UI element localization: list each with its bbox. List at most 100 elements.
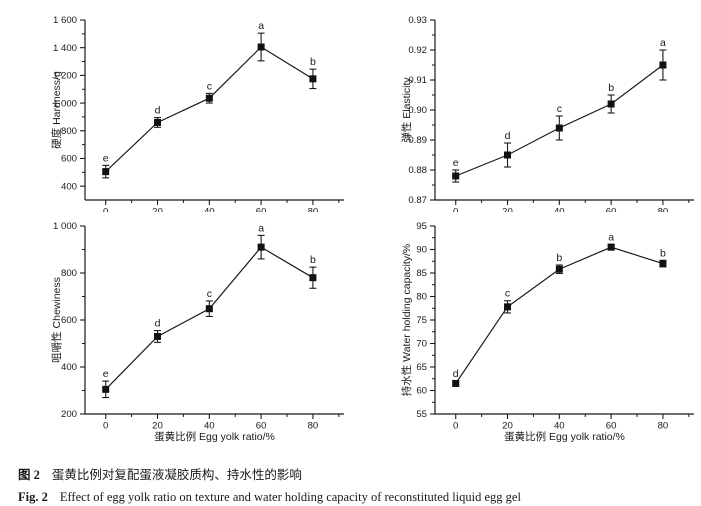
x-tick-label: 40	[554, 207, 565, 213]
data-points	[452, 243, 667, 387]
y-axis-ticks: 400 600 800 1 000 1 200 1 400 1 600	[53, 15, 85, 192]
y-tick-label: 1 000	[53, 221, 77, 232]
sig-letter: b	[608, 82, 614, 94]
y-tick-label: 200	[61, 409, 77, 420]
sig-letter: b	[556, 252, 562, 264]
sig-letter: d	[453, 368, 459, 380]
sig-letter: a	[608, 231, 614, 243]
y-axis-title: 弹性 Elasticity	[400, 77, 413, 143]
y-axis-title: 硬度 Hardness/g	[50, 71, 63, 149]
y-tick-label: 75	[416, 315, 427, 326]
x-tick-label: 20	[502, 421, 513, 432]
y-tick-label: 1 600	[53, 15, 77, 26]
charts-grid: 400 600 800 1 000 1 200 1 400 1 600 0 20 40 60 80 硬度…	[50, 15, 694, 443]
error-bars	[102, 32, 317, 179]
y-tick-label: 1 200	[53, 71, 77, 82]
x-axis-ticks: 0 20 40 60 80	[453, 414, 690, 432]
y-tick-label: 1 400	[53, 43, 77, 54]
x-tick-label: 40	[554, 421, 565, 432]
x-axis-title: 蛋黄比例 Egg yolk ratio/%	[504, 430, 625, 443]
y-tick-label: 90	[416, 245, 427, 256]
caption-zh-label: 图 2	[18, 468, 40, 482]
y-axis-ticks: 200 400 600 800 1 000	[53, 221, 85, 420]
y-tick-label: 800	[61, 268, 77, 279]
data-point	[452, 172, 460, 180]
x-tick-label: 60	[606, 421, 617, 432]
y-tick-label: 800	[61, 126, 77, 137]
y-tick-label: 600	[61, 154, 77, 165]
error-bars	[452, 243, 667, 387]
data-point	[257, 243, 265, 251]
subplot-elasticity: 0.87 0.88 0.89 0.90 0.91 0.92 0.93 0 20 40 60 80 弹性 …	[400, 15, 694, 213]
x-tick-label: 0	[103, 421, 108, 432]
data-point	[309, 274, 317, 282]
x-tick-label: 20	[152, 421, 163, 432]
significance-letters: d c b a b	[453, 231, 666, 380]
y-tick-label: 60	[416, 386, 427, 397]
x-tick-label: 80	[308, 421, 319, 432]
caption-zh: 图 2 蛋黄比例对复配蛋液凝胶质构、持水性的影响	[18, 464, 701, 486]
sig-letter: c	[207, 80, 212, 92]
data-point	[555, 124, 563, 132]
data-point	[309, 75, 317, 83]
x-tick-label: 0	[453, 421, 458, 432]
error-bars	[102, 234, 317, 399]
y-axis-ticks: 55 60 65 70 75 80 85 90 95	[416, 221, 435, 420]
y-axis-title: 咀嚼性 Chewiness	[50, 277, 63, 363]
sig-letter: e	[453, 157, 459, 169]
data-point	[205, 94, 213, 102]
data-point	[154, 118, 162, 126]
y-tick-label: 0.92	[408, 45, 427, 56]
sig-letter: b	[310, 56, 316, 68]
sig-letter: a	[660, 37, 666, 49]
data-point	[555, 265, 563, 273]
data-series-line	[105, 246, 314, 390]
data-point	[102, 168, 110, 176]
caption-en-text: Effect of egg yolk ratio on texture and …	[59, 490, 521, 504]
x-tick-label: 20	[502, 207, 513, 213]
x-tick-label: 60	[256, 207, 267, 213]
x-axis-ticks: 0 20 40 60 80	[103, 200, 340, 213]
sig-letter: c	[557, 103, 562, 115]
x-tick-label: 40	[204, 207, 215, 213]
data-points	[452, 61, 667, 180]
data-point	[205, 305, 213, 313]
y-tick-label: 85	[416, 268, 427, 279]
sig-letter: e	[103, 368, 109, 380]
data-point	[504, 151, 512, 159]
sig-letter: d	[155, 105, 161, 117]
y-tick-label: 70	[416, 339, 427, 350]
x-tick-label: 60	[256, 421, 267, 432]
subplot-hardness: 400 600 800 1 000 1 200 1 400 1 600 0 20 40 60 80 硬度…	[50, 15, 344, 213]
sig-letter: b	[660, 247, 666, 259]
x-axis-ticks: 0 20 40 60 80	[453, 200, 690, 213]
error-bars	[452, 49, 667, 183]
x-tick-label: 40	[204, 421, 215, 432]
axes	[84, 20, 344, 201]
data-series-line	[105, 46, 314, 173]
sig-letter: d	[155, 318, 161, 330]
y-tick-label: 600	[61, 315, 77, 326]
data-points	[102, 43, 317, 176]
x-axis-title: 蛋黄比例 Egg yolk ratio/%	[154, 430, 275, 443]
figure-caption: 图 2 蛋黄比例对复配蛋液凝胶质构、持水性的影响 Fig. 2 Effect of …	[0, 460, 701, 506]
x-tick-label: 20	[152, 207, 163, 213]
data-point	[257, 43, 265, 51]
data-point	[504, 303, 512, 311]
y-tick-label: 0.93	[408, 15, 427, 26]
y-tick-label: 80	[416, 292, 427, 303]
axes	[434, 20, 694, 201]
data-point	[102, 385, 110, 393]
x-tick-label: 0	[453, 207, 458, 213]
y-tick-label: 0.90	[408, 105, 427, 116]
significance-letters: e d c b a	[453, 37, 666, 169]
caption-en: Fig. 2 Effect of egg yolk ratio on textur…	[18, 486, 701, 506]
x-tick-label: 80	[658, 207, 669, 213]
sig-letter: c	[207, 288, 212, 300]
y-tick-label: 1 000	[53, 98, 77, 109]
significance-letters: e d c a b	[103, 20, 316, 164]
subplot-chewiness: 200 400 600 800 1 000 0 20 40 60 80 咀嚼性 Chewiness 蛋…	[50, 221, 344, 443]
data-point	[659, 260, 667, 268]
y-tick-label: 400	[61, 362, 77, 373]
caption-en-label: Fig. 2	[18, 490, 48, 504]
